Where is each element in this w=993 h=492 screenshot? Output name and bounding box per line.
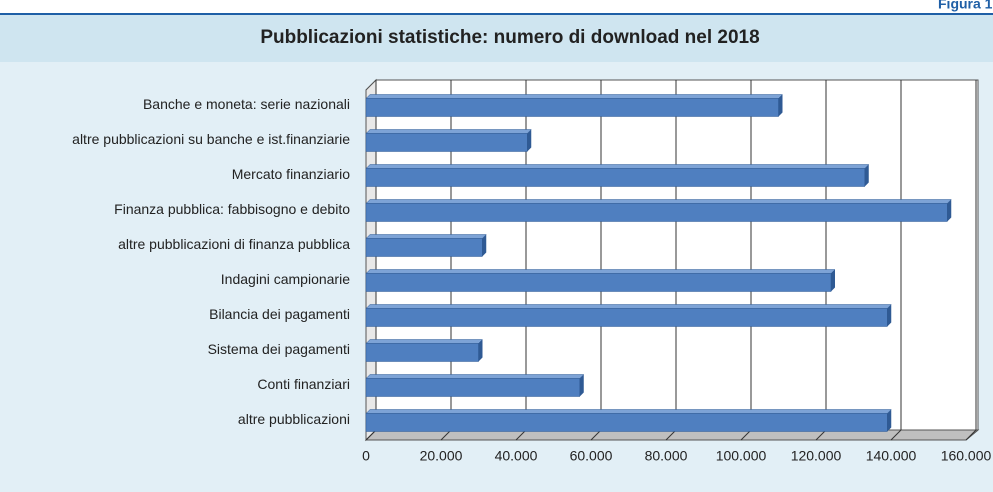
bar-side [864, 164, 869, 187]
bar-top [365, 164, 870, 169]
bar-side [887, 304, 892, 327]
x-tick-label: 40.000 [495, 448, 538, 464]
y-tick-label: altre pubblicazioni di finanza pubblica [118, 236, 350, 252]
x-tick-label: 160.000 [941, 448, 992, 464]
x-tick-label: 0 [362, 448, 370, 464]
bar-side [887, 409, 892, 432]
chart-title: Pubblicazioni statistiche: numero di dow… [260, 27, 759, 48]
y-tick-label: altre pubblicazioni [238, 411, 350, 427]
top-rule [0, 13, 993, 15]
x-tick-label: 140.000 [866, 448, 917, 464]
bar-side [831, 269, 835, 292]
floor-grid [890, 429, 902, 441]
x-tick-label: 100.000 [716, 448, 767, 464]
bar-top [365, 339, 484, 344]
y-tick-label: Banche e moneta: serie nazionali [143, 96, 350, 112]
bar-side [947, 199, 952, 222]
bar-top [365, 199, 952, 204]
bar-side [527, 129, 532, 152]
x-tick-label: 20.000 [420, 448, 463, 464]
bar-top [365, 374, 585, 379]
bar [365, 378, 580, 397]
bar [365, 238, 483, 257]
x-tick-label: 60.000 [570, 448, 613, 464]
bar-side [478, 339, 483, 362]
y-tick-label: Sistema dei pagamenti [208, 341, 350, 357]
bar-top [365, 304, 892, 309]
y-tick-label: Finanza pubblica: fabbisogno e debito [114, 201, 350, 217]
bar [365, 273, 832, 292]
figure-label: Figura 16. [938, 0, 993, 12]
bar [365, 203, 948, 222]
bar [365, 343, 479, 362]
bar [365, 133, 528, 152]
bar [365, 413, 888, 432]
title-band [0, 15, 993, 62]
y-tick-label: Conti finanziari [257, 376, 350, 392]
bar [365, 98, 779, 117]
x-tick-label: 120.000 [791, 448, 842, 464]
bar [365, 168, 865, 187]
y-tick-label: altre pubblicazioni su banche e ist.fina… [72, 131, 350, 147]
y-tick-label: Bilancia dei pagamenti [209, 306, 350, 322]
bar-side [482, 234, 487, 257]
x-tick-label: 80.000 [645, 448, 688, 464]
bar-side [778, 94, 783, 117]
bar-top [365, 234, 487, 239]
bar-side [579, 374, 584, 397]
y-tick-label: Indagini campionarie [221, 271, 350, 287]
bar-top [365, 129, 532, 134]
bar [365, 308, 888, 327]
y-tick-label: Mercato finanziario [232, 166, 350, 182]
bar-top [365, 269, 836, 274]
floor-grid [965, 429, 977, 441]
bar-top [365, 94, 784, 99]
bar-top [365, 409, 892, 414]
